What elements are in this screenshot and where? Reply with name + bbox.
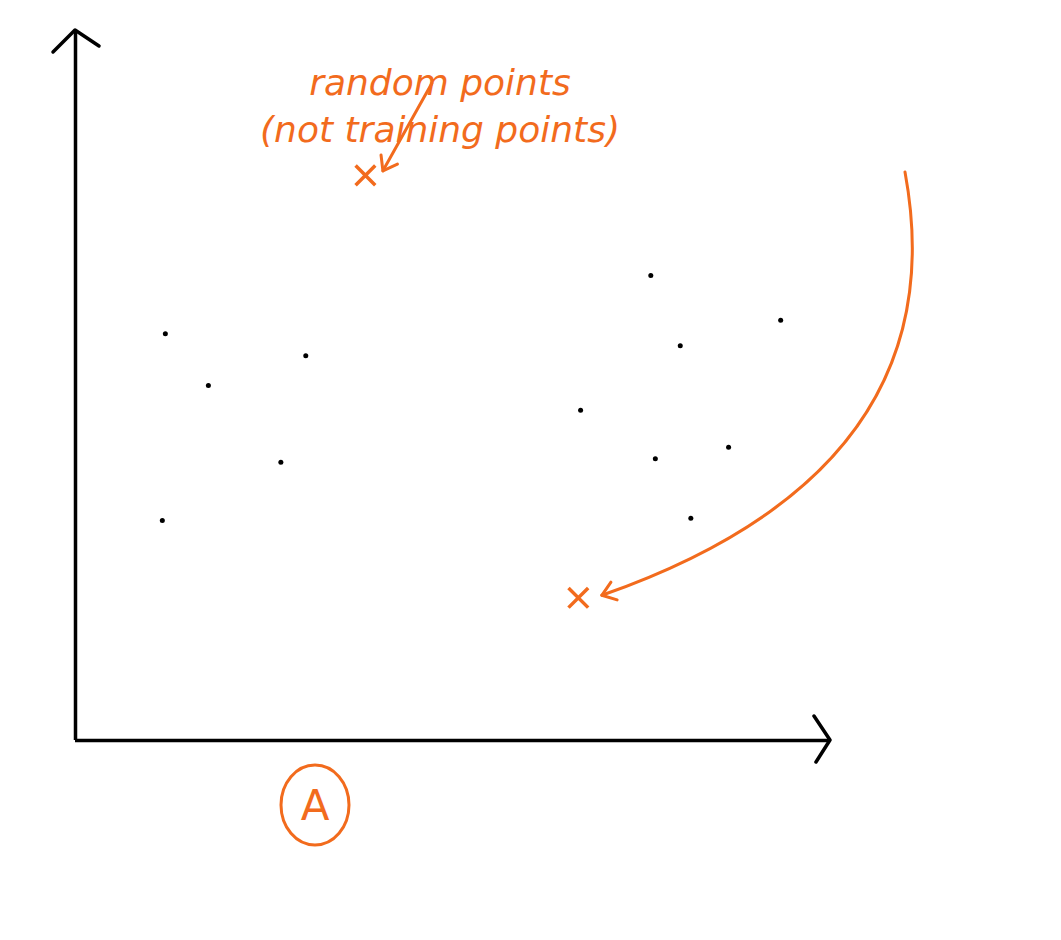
svg-text:(not training points): (not training points) xyxy=(260,109,620,150)
svg-text:random points: random points xyxy=(309,62,571,103)
svg-text:A: A xyxy=(301,781,330,830)
